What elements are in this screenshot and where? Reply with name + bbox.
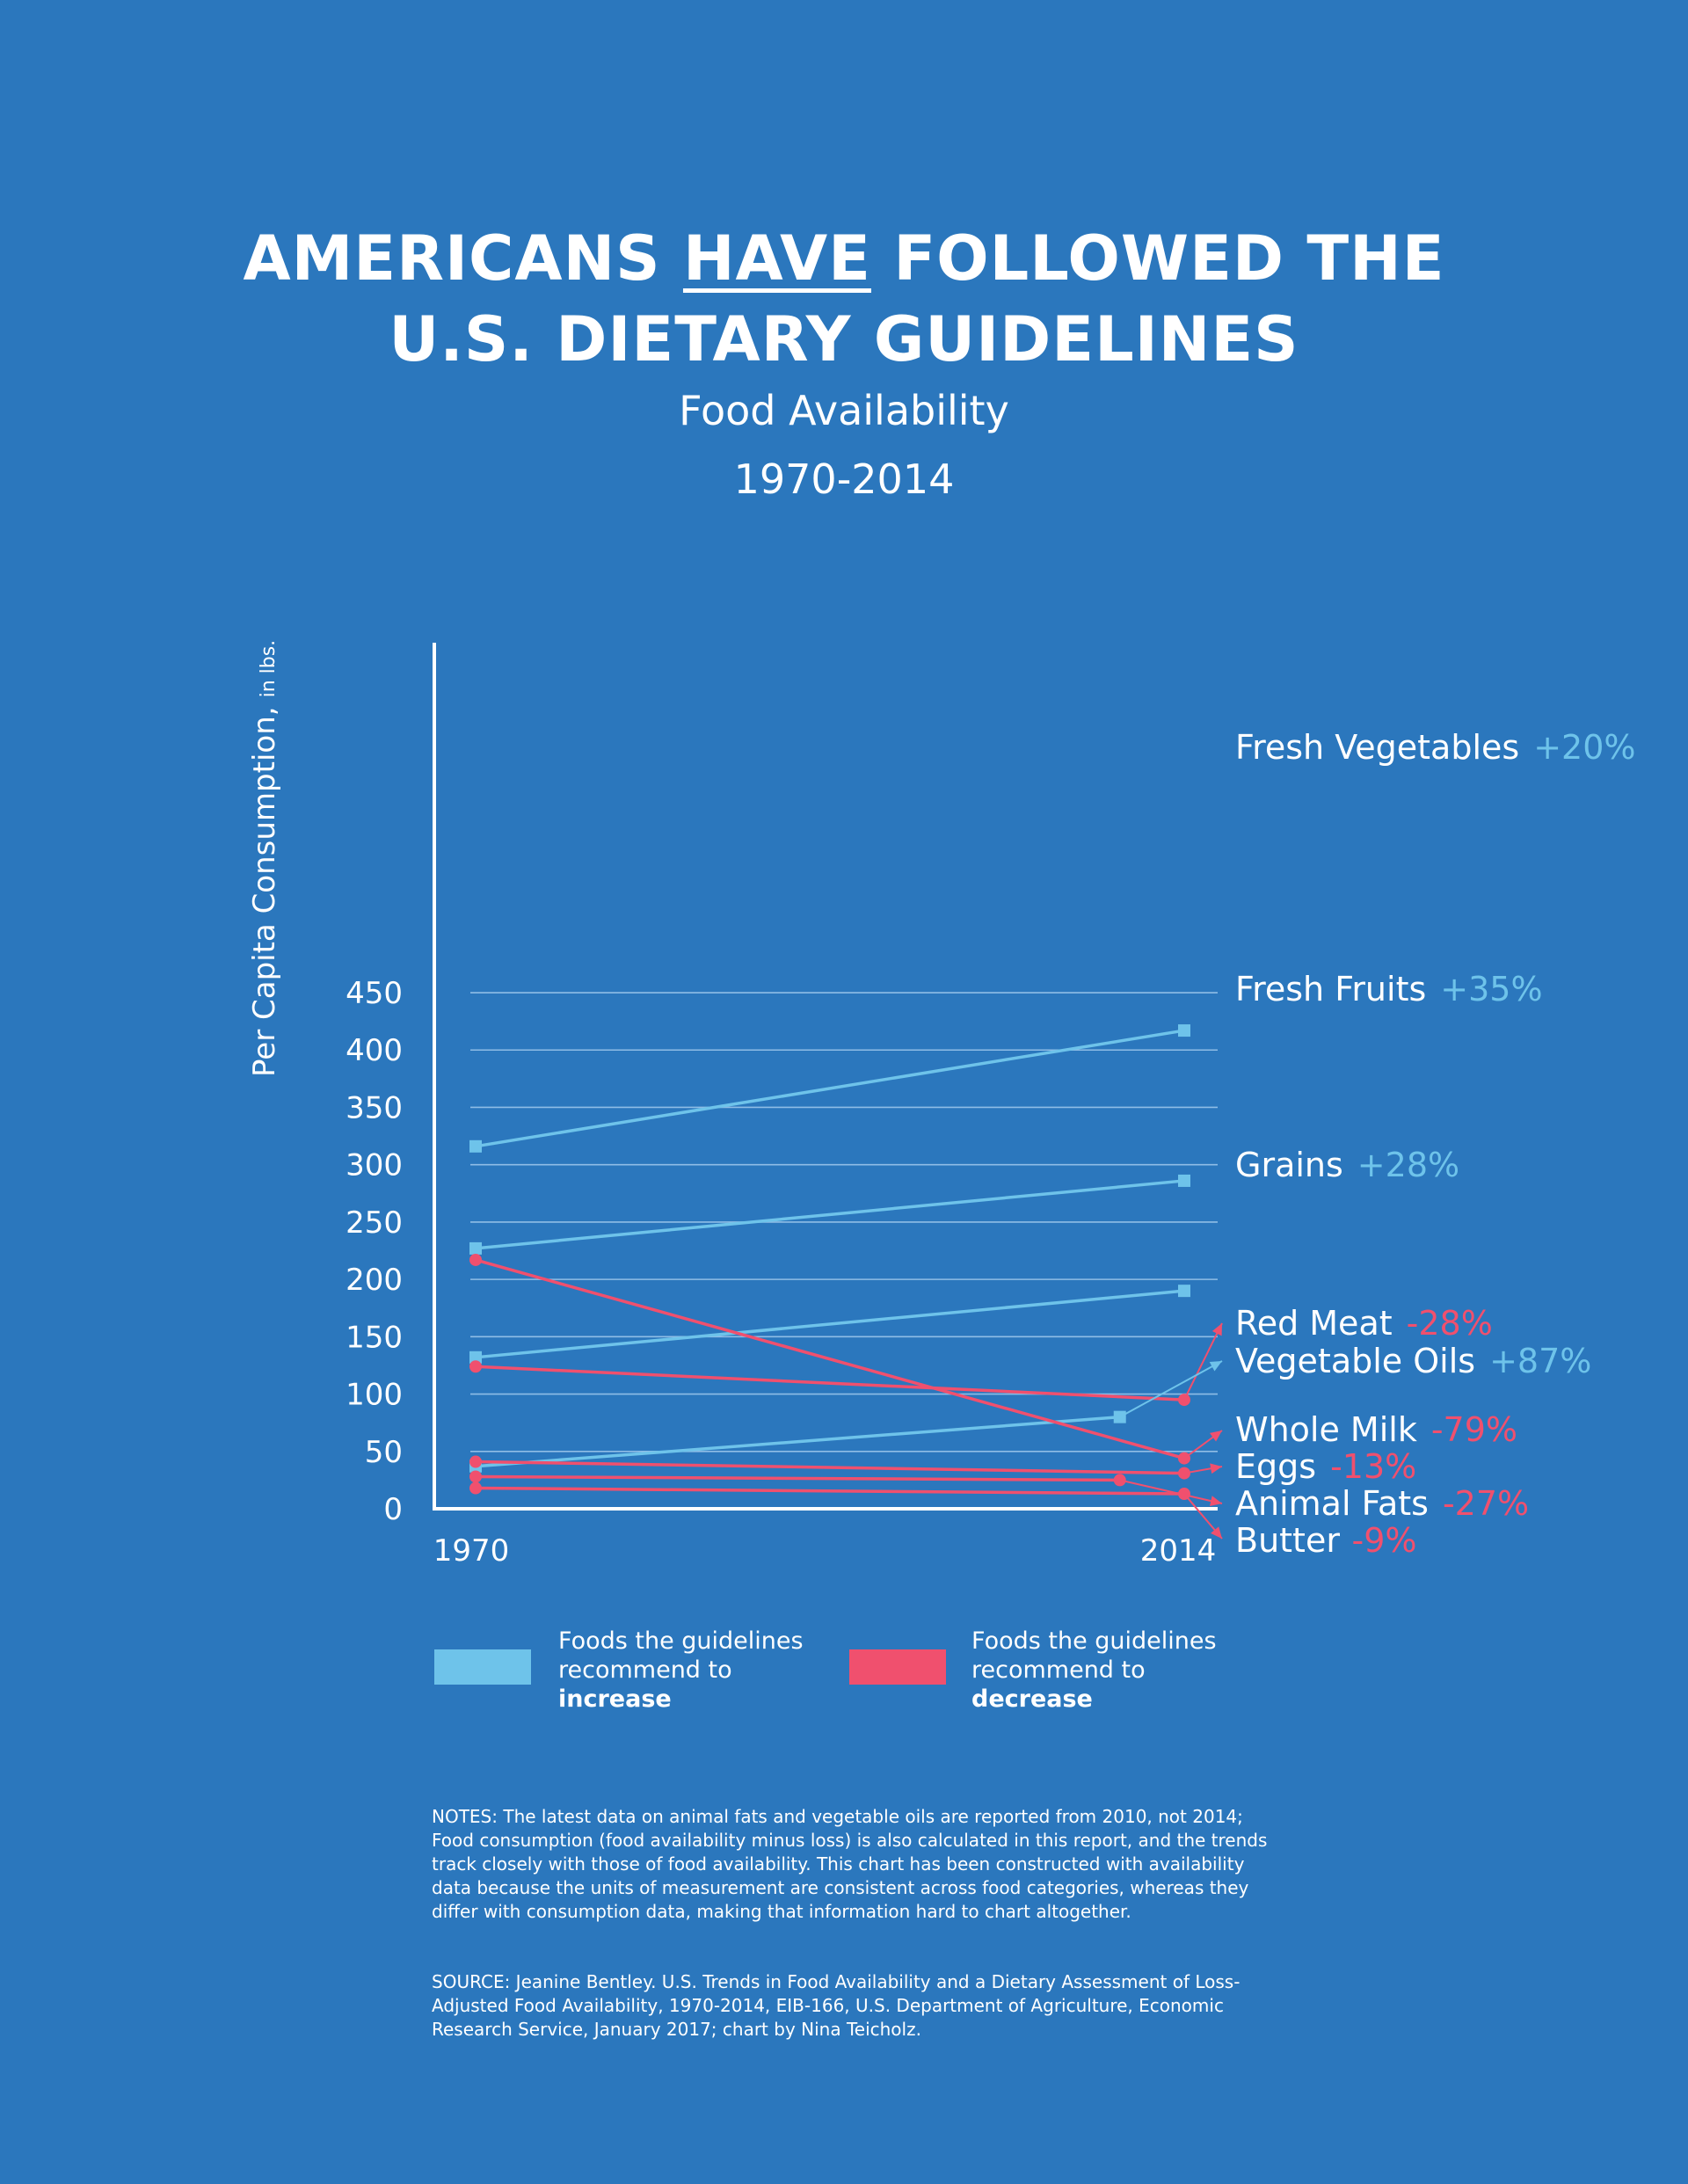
series-change: +35% <box>1440 970 1542 1008</box>
series-name: Animal Fats <box>1235 1484 1429 1523</box>
title-emphasis: HAVE <box>682 222 871 295</box>
legend-swatch-increase <box>434 1649 531 1685</box>
y-tick-label: 200 <box>346 1263 403 1298</box>
y-axis-label-main: Per Capita Consumption, <box>247 706 282 1077</box>
x-tick-label: 2014 <box>1140 1533 1217 1569</box>
y-tick-label: 150 <box>346 1320 403 1355</box>
marker-fresh-fruits-end <box>1178 1174 1190 1187</box>
series-label-animal-fats: Animal Fats -27% <box>1235 1484 1529 1523</box>
series-label-grains: Grains +28% <box>1235 1146 1459 1184</box>
series-label-fresh-fruits: Fresh Fruits +35% <box>1235 970 1543 1008</box>
marker-fresh-vegetables-end <box>1178 1024 1190 1037</box>
chart-subtitle: Food Availability <box>679 387 1009 434</box>
title-line-2: U.S. DIETARY GUIDELINES <box>389 303 1299 375</box>
arrowhead-eggs <box>1210 1463 1222 1474</box>
series-name: Vegetable Oils <box>1235 1342 1475 1380</box>
title-line-1: AMERICANS HAVE FOLLOWED THE <box>0 218 1688 299</box>
y-tick-label: 450 <box>346 976 403 1011</box>
series-change: -28% <box>1407 1304 1493 1343</box>
series-line-animal-fats <box>475 1474 1120 1482</box>
notes-text: NOTES: The latest data on animal fats an… <box>432 1806 1268 1922</box>
series-label-red-meat: Red Meat -28% <box>1235 1304 1493 1343</box>
series-name: Grains <box>1235 1146 1343 1184</box>
y-axis-label: Per Capita Consumption, in lbs. <box>247 640 282 1077</box>
arrowhead-red-meat <box>1211 1323 1222 1336</box>
series-line-fresh-vegetables <box>475 1029 1185 1148</box>
series-line-vegetable-oils <box>475 1415 1120 1468</box>
marker-whole-milk-start <box>469 1253 482 1266</box>
series-lines <box>469 1024 1223 1540</box>
series-change: +28% <box>1357 1146 1459 1184</box>
arrowhead-animal-fats <box>1209 1496 1222 1506</box>
series-label-fresh-vegetables: Fresh Vegetables +20% <box>1235 728 1636 767</box>
arrowhead-vegetable-oils <box>1209 1361 1222 1372</box>
source-text: SOURCE: Jeanine Bentley. U.S. Trends in … <box>432 1971 1241 2040</box>
legend-label-increase: Foods the guidelines recommend to increa… <box>558 1627 804 1714</box>
leader-line-red-meat <box>1183 1322 1223 1401</box>
leader-line-vegetable-oils <box>1119 1360 1223 1418</box>
grid-lines <box>470 992 1218 1452</box>
series-name: Whole Milk <box>1235 1410 1417 1449</box>
series-change: -9% <box>1352 1521 1417 1560</box>
chart-axes <box>433 643 1218 1511</box>
arrowhead-whole-milk <box>1209 1431 1222 1442</box>
y-tick-label: 50 <box>365 1435 403 1470</box>
legend-decrease-line-3: decrease <box>971 1685 1093 1713</box>
series-line-fresh-fruits <box>475 1179 1185 1250</box>
series-name: Butter <box>1235 1521 1340 1560</box>
series-labels: Fresh Vegetables +20% Fresh Fruits +35% Grai… <box>1235 728 1636 1560</box>
legend-increase-line-2: recommend to <box>558 1656 732 1684</box>
x-tick-labels: 1970 2014 <box>433 1533 1217 1569</box>
marker-grains-end <box>1178 1285 1190 1298</box>
series-line-whole-milk <box>475 1258 1185 1460</box>
line-chart: 0 50 100 150 200 250 300 350 400 450 1970 2014 Per… <box>247 640 1636 1569</box>
date-range: 1970-2014 <box>733 455 955 503</box>
marker-butter-start <box>469 1481 482 1495</box>
title-part-1: AMERICANS <box>243 222 683 295</box>
series-line-butter <box>475 1486 1185 1496</box>
series-label-eggs: Eggs -13% <box>1235 1447 1416 1486</box>
legend-swatch-decrease <box>849 1649 946 1685</box>
series-label-butter: Butter -9% <box>1235 1521 1417 1560</box>
series-change: +87% <box>1489 1342 1591 1380</box>
marker-fresh-vegetables-start <box>469 1139 482 1153</box>
series-line-grains <box>475 1289 1185 1359</box>
legend-label-decrease: Foods the guidelines recommend to decrea… <box>971 1627 1217 1714</box>
legend-decrease-line-2: recommend to <box>971 1656 1146 1684</box>
series-label-whole-milk: Whole Milk -79% <box>1235 1410 1517 1449</box>
marker-red-meat-start <box>469 1360 482 1373</box>
y-tick-label: 100 <box>346 1378 403 1413</box>
marker-fresh-fruits-start <box>469 1241 482 1255</box>
series-change: -27% <box>1443 1484 1529 1523</box>
page-title: AMERICANS HAVE FOLLOWED THE U.S. DIETARY… <box>0 218 1688 380</box>
title-part-2: FOLLOWED THE <box>870 222 1445 295</box>
series-name: Eggs <box>1235 1447 1316 1486</box>
y-tick-label: 350 <box>346 1090 403 1125</box>
marker-grains-start <box>469 1350 482 1364</box>
y-tick-label: 400 <box>346 1033 403 1068</box>
marker-eggs-start <box>469 1455 482 1468</box>
x-tick-label: 1970 <box>433 1533 510 1569</box>
series-change: +20% <box>1533 728 1635 767</box>
marker-animal-fats-start <box>469 1470 482 1483</box>
series-label-vegetable-oils: Vegetable Oils +87% <box>1235 1342 1591 1380</box>
y-tick-labels: 0 50 100 150 200 250 300 350 400 450 <box>346 976 403 1527</box>
y-axis-label-unit: in lbs. <box>258 640 280 698</box>
y-tick-label: 0 <box>383 1492 403 1527</box>
legend-increase-line-3: increase <box>558 1685 672 1713</box>
y-tick-label: 250 <box>346 1205 403 1241</box>
series-line-eggs <box>475 1460 1185 1475</box>
legend-decrease-line-1: Foods the guidelines <box>971 1627 1217 1655</box>
series-change: -13% <box>1330 1447 1416 1486</box>
series-name: Red Meat <box>1235 1304 1393 1343</box>
y-tick-label: 300 <box>346 1148 403 1183</box>
series-change: -79% <box>1431 1410 1517 1449</box>
leader-line-animal-fats <box>1119 1479 1223 1504</box>
legend-increase-line-1: Foods the guidelines <box>558 1627 804 1655</box>
series-line-red-meat <box>475 1365 1185 1401</box>
series-name: Fresh Fruits <box>1235 970 1426 1008</box>
series-name: Fresh Vegetables <box>1235 728 1519 767</box>
arrowhead-butter <box>1211 1526 1222 1539</box>
